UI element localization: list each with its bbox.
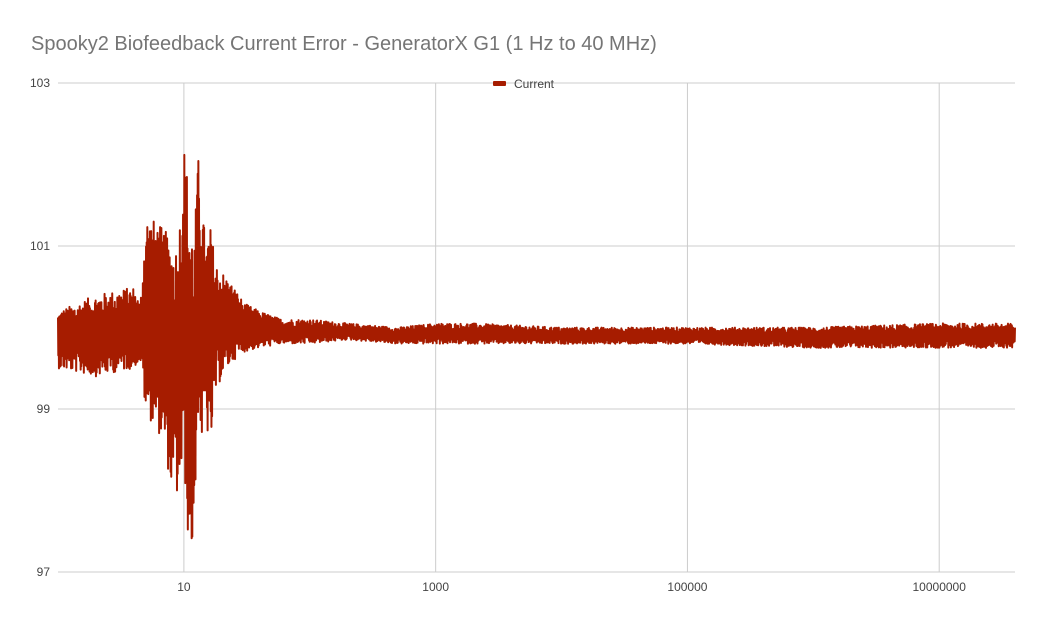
legend-swatch-current	[493, 81, 506, 86]
y-tick-label: 99	[37, 402, 51, 416]
y-tick-label: 103	[30, 76, 50, 90]
series-line-current	[57, 153, 1016, 540]
legend[interactable]: Current	[493, 77, 555, 91]
y-tick-label: 97	[37, 565, 51, 579]
x-tick-label: 100000	[667, 580, 707, 594]
x-axis-ticks: 10 1000 100000 10000000	[177, 580, 966, 594]
x-tick-label: 1000	[422, 580, 449, 594]
y-axis-ticks: 97 99 101 103	[30, 76, 50, 579]
series-group	[57, 153, 1016, 540]
y-gridlines	[58, 82, 1015, 573]
x-tick-label: 10000000	[913, 580, 967, 594]
x-tick-label: 10	[177, 580, 191, 594]
y-tick-label: 101	[30, 239, 50, 253]
legend-label-current: Current	[514, 77, 555, 91]
chart-title: Spooky2 Biofeedback Current Error - Gene…	[31, 33, 657, 55]
